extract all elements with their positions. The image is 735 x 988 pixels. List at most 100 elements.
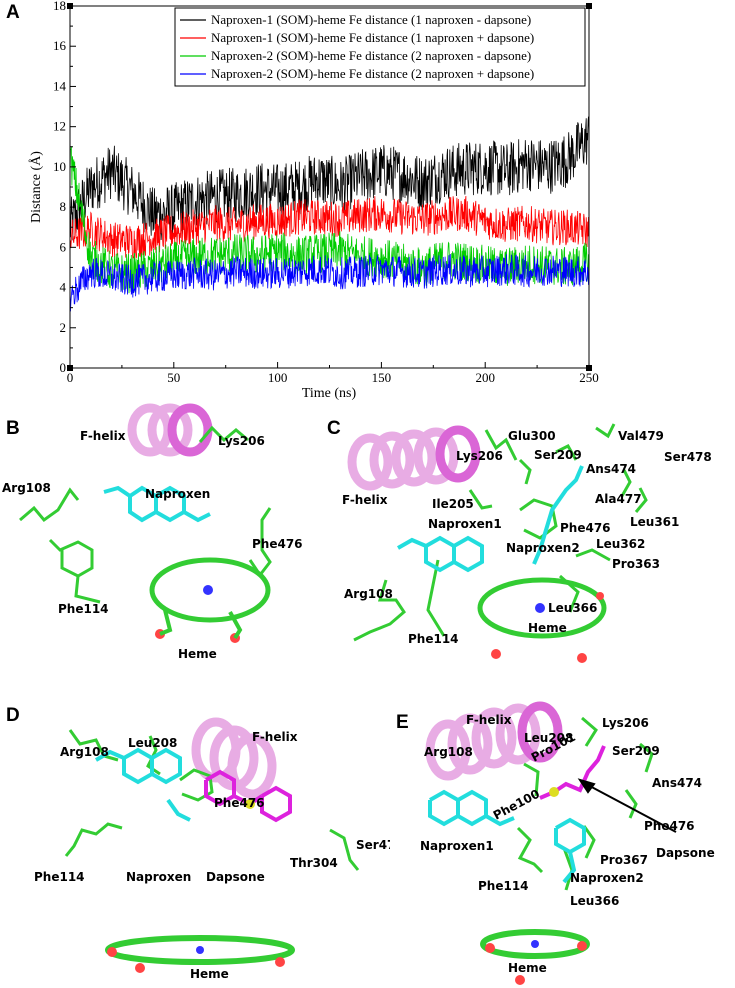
- distance-time-chart: 0 50 100 150 200 250 0 2 4 6 8 10 12 14 16 18 Time (ns)…: [28, 0, 599, 400]
- panel-letter-c: C: [327, 418, 341, 439]
- legend-label-2: Naproxen-1 (SOM)-heme Fe distance (1 nap…: [211, 30, 534, 45]
- label-ans474: Ans474: [652, 776, 702, 790]
- y-tick-label: 16: [53, 38, 67, 53]
- label-phe476: Phe476: [252, 537, 303, 551]
- legend-label-3: Naproxen-2 (SOM)-heme Fe distance (2 nap…: [211, 48, 531, 63]
- label-pro367: Pro367: [600, 853, 648, 867]
- label-heme: Heme: [508, 961, 547, 975]
- frame-corner-marker: [67, 365, 73, 371]
- frame-corner-marker: [586, 3, 592, 9]
- label-naproxen1: Naproxen1: [420, 839, 494, 853]
- label-val479: Val479: [618, 429, 664, 443]
- label-ser209: Ser209: [534, 448, 582, 462]
- label-f-helix: F-helix: [80, 429, 126, 443]
- y-tick-label: 0: [60, 360, 67, 375]
- label-f-helix: F-helix: [342, 493, 388, 507]
- label-leu366: Leu366: [548, 601, 597, 615]
- label-phe114: Phe114: [34, 870, 85, 884]
- label-f-helix: F-helix: [466, 713, 512, 727]
- label-heme: Heme: [178, 647, 217, 661]
- x-axis-title: Time (ns): [302, 386, 357, 400]
- heme-molecule: [477, 577, 607, 663]
- y-tick-label: 12: [53, 119, 66, 134]
- panel-letter-d: D: [6, 705, 20, 726]
- y-tick-label: 18: [53, 0, 66, 13]
- heme-molecule: [149, 557, 271, 643]
- label-heme: Heme: [190, 967, 229, 981]
- panel-c-structure: Glu300 Val479 Lys206 Ser209 Ans474 Ser47…: [342, 423, 712, 663]
- label-lys206: Lys206: [456, 449, 503, 463]
- label-glu300: Glu300: [508, 429, 556, 443]
- f-helix-ribbon: [127, 403, 213, 457]
- label-phe476: Phe476: [560, 521, 611, 535]
- panel-e-structure: F-helix Lys206 Leu208 Arg108 Ser209 Pro1…: [420, 701, 715, 985]
- heme-molecule: [105, 935, 295, 973]
- label-leu362: Leu362: [596, 537, 645, 551]
- label-dapsone: Dapsone: [656, 846, 715, 860]
- label-f-helix: F-helix: [252, 730, 298, 744]
- frame-corner-marker: [67, 3, 73, 9]
- label-ans474: Ans474: [586, 462, 636, 476]
- label-leu361: Leu361: [630, 515, 679, 529]
- label-naproxen: Naproxen: [145, 487, 210, 501]
- y-tick-label: 8: [60, 199, 67, 214]
- label-lys206: Lys206: [218, 434, 265, 448]
- x-tick-label: 200: [475, 370, 495, 385]
- label-ser478: Ser478: [356, 838, 390, 852]
- label-phe100: Phe100: [491, 787, 542, 823]
- label-leu208: Leu208: [524, 731, 573, 745]
- f-helix-ribbon: [425, 701, 563, 781]
- x-tick-label: 0: [67, 370, 74, 385]
- x-tick-label: 100: [268, 370, 288, 385]
- label-ala477: Ala477: [595, 492, 642, 506]
- dapsone-arrow: [577, 778, 677, 833]
- label-phe114: Phe114: [478, 879, 529, 893]
- panel-letter-e: E: [396, 712, 409, 733]
- legend-label-1: Naproxen-1 (SOM)-heme Fe distance (1 nap…: [211, 12, 531, 27]
- f-helix-ribbon: [347, 425, 481, 491]
- y-tick-label: 4: [60, 280, 67, 295]
- x-tick-label: 250: [579, 370, 599, 385]
- label-phe114: Phe114: [408, 632, 459, 646]
- label-lys206: Lys206: [602, 716, 649, 730]
- naproxen-molecule: [103, 485, 211, 523]
- dapsone-molecule: [204, 769, 292, 823]
- label-arg108: Arg108: [424, 745, 473, 759]
- label-phe114: Phe114: [58, 602, 109, 616]
- label-dapsone: Dapsone: [206, 870, 265, 884]
- y-tick-label: 14: [53, 78, 67, 93]
- series-line-3: [69, 146, 590, 294]
- series-line-2: [69, 195, 590, 260]
- x-tick-label: 150: [372, 370, 392, 385]
- label-arg108: Arg108: [60, 745, 109, 759]
- label-phe476: Phe476: [644, 819, 695, 833]
- naproxen-molecules: [428, 789, 586, 884]
- series-line-4: [69, 253, 590, 312]
- label-pro363: Pro363: [612, 557, 660, 571]
- label-phe476: Phe476: [214, 796, 265, 810]
- y-tick-label: 2: [60, 320, 67, 335]
- series-line-1: [69, 116, 590, 241]
- naproxen-molecules: [397, 465, 584, 573]
- label-ile205: Ile205: [432, 497, 474, 511]
- label-naproxen2: Naproxen2: [570, 871, 644, 885]
- x-tick-label: 50: [167, 370, 180, 385]
- label-arg108: Arg108: [344, 587, 393, 601]
- label-naproxen: Naproxen: [126, 870, 191, 884]
- residue-sticks: [353, 423, 648, 642]
- panel-d-structure: Arg108 Leu208 F-helix Phe476 Ser478 Thr3…: [34, 717, 390, 981]
- label-heme: Heme: [528, 621, 567, 635]
- label-ser209: Ser209: [612, 744, 660, 758]
- label-thr304: Thr304: [290, 856, 338, 870]
- y-axis-title: Distance (Å): [28, 151, 44, 223]
- y-tick-label: 10: [53, 159, 66, 174]
- panel-letter-b: B: [6, 418, 20, 439]
- label-leu366: Leu366: [570, 894, 619, 908]
- panel-letter-a: A: [6, 2, 20, 23]
- naproxen-molecule: [95, 747, 191, 822]
- label-arg108: Arg108: [2, 481, 51, 495]
- frame-corner-marker: [586, 365, 592, 371]
- legend-box: [174, 7, 586, 87]
- y-tick-label: 6: [60, 239, 67, 254]
- label-ser478: Ser478: [664, 450, 712, 464]
